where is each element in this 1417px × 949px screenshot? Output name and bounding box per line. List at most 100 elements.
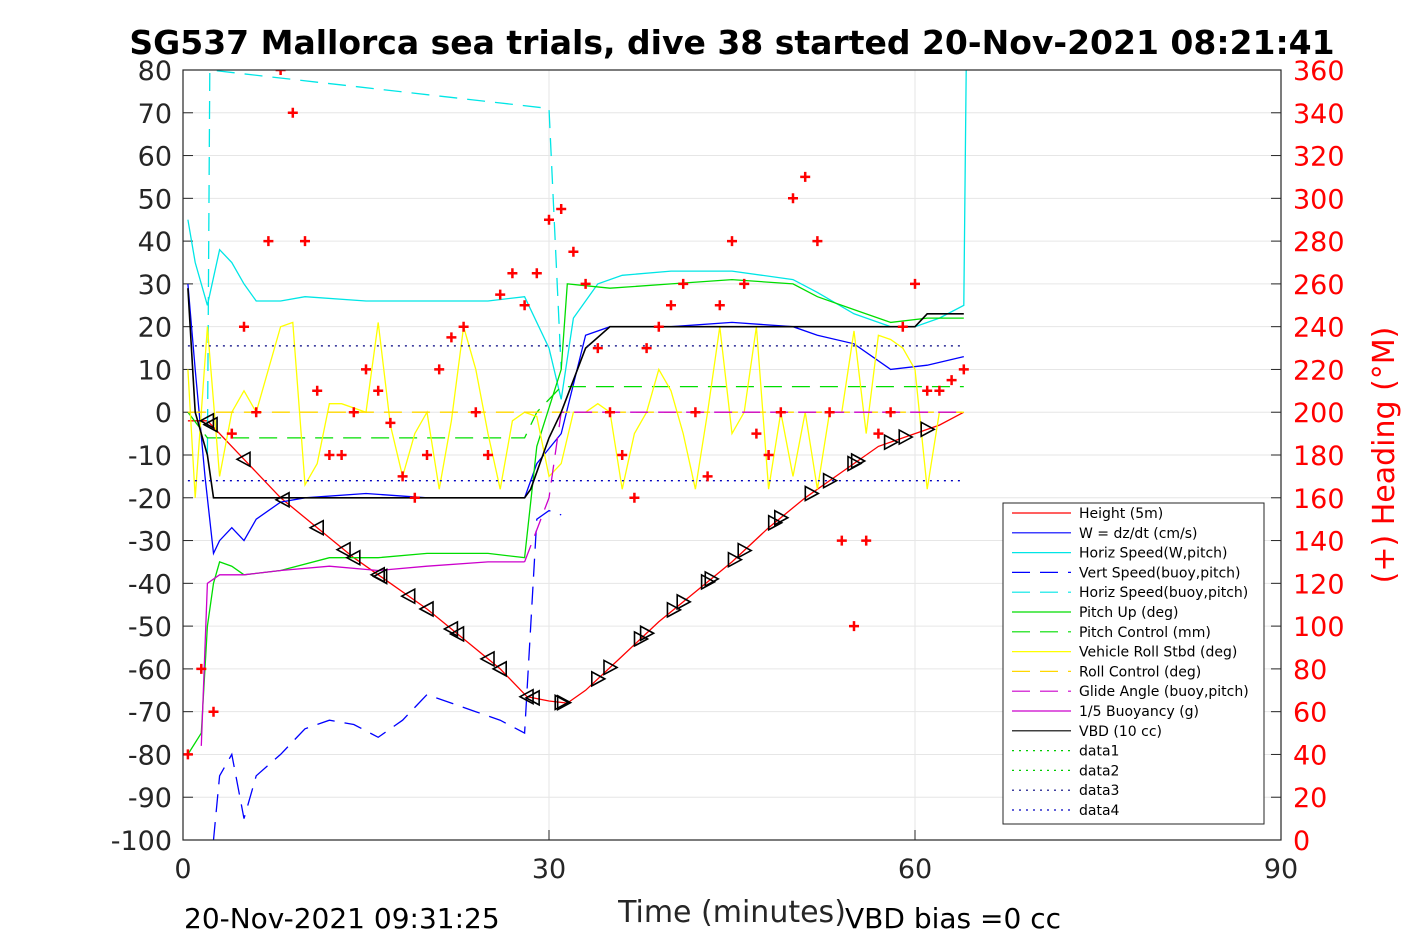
axis-ticks: 80706050403020100-10-20-30-40-50-60-70-8… <box>111 56 1345 885</box>
heading-point <box>788 193 798 204</box>
heading-point <box>714 300 725 311</box>
series-line-glide <box>523 411 964 563</box>
height-marker <box>639 624 656 642</box>
height-marker <box>335 541 351 559</box>
height-marker <box>591 670 607 688</box>
heading-point <box>275 70 286 75</box>
heading-point <box>519 300 530 311</box>
heading-point <box>861 535 872 546</box>
height-triangle-markers <box>198 412 936 712</box>
y-tick-label: -40 <box>128 569 172 600</box>
height-marker <box>448 625 465 643</box>
heading-point <box>446 332 457 343</box>
height-marker <box>898 428 914 446</box>
y-tick-label: -90 <box>128 783 172 814</box>
heading-point <box>556 204 567 214</box>
height-marker <box>850 452 867 470</box>
x-axis-label: Time (minutes) <box>617 895 846 930</box>
legend-box <box>1002 502 1265 825</box>
heading-point <box>422 450 432 460</box>
y-tick-label-right: 180 <box>1293 441 1345 472</box>
heading-point <box>568 246 579 257</box>
series-line-horiz_buoy <box>206 70 562 456</box>
legend-entry: data3 <box>1079 783 1119 799</box>
y-tick-label-right: 140 <box>1293 527 1345 558</box>
series-lines <box>187 70 967 840</box>
legend-entry: Horiz Speed(buoy,pitch) <box>1079 585 1248 601</box>
height-marker <box>442 620 459 638</box>
y-tick-label: 10 <box>138 355 172 386</box>
heading-point <box>263 236 274 247</box>
y-tick-label: -80 <box>128 740 172 771</box>
heading-point <box>458 321 469 332</box>
height-marker <box>371 568 388 585</box>
heading-point <box>751 428 762 439</box>
height-marker <box>700 573 717 591</box>
chart-title: SG537 Mallorca sea trials, dive 38 start… <box>129 23 1334 62</box>
heading-point <box>885 407 896 418</box>
heading-point <box>934 385 945 396</box>
y-tick-label-right: 280 <box>1293 227 1345 258</box>
y-tick-label: 50 <box>138 184 172 215</box>
y-tick-label-right: 160 <box>1293 484 1345 515</box>
heading-point <box>800 171 811 182</box>
y-tick-label-right: 340 <box>1293 99 1345 130</box>
y-tick-label: 60 <box>138 142 172 173</box>
y-tick-label-right: 0 <box>1293 826 1310 857</box>
legend-entry: Pitch Control (mm) <box>1079 625 1211 641</box>
x-tick-label: 60 <box>898 854 932 885</box>
heading-point <box>300 236 310 247</box>
height-marker <box>804 485 820 502</box>
y-tick-label: -30 <box>128 527 172 558</box>
heading-point <box>324 450 335 460</box>
y-tick-label-right: 260 <box>1293 270 1345 301</box>
heading-point <box>580 278 591 289</box>
x-tick-label: 30 <box>532 854 566 885</box>
series-line-vert_buoy <box>212 509 562 840</box>
y-tick-label: -60 <box>128 655 172 686</box>
y-tick-label-right: 300 <box>1293 184 1345 215</box>
height-marker <box>822 472 839 490</box>
legend-entry: Vehicle Roll Stbd (deg) <box>1079 645 1237 661</box>
footer-timestamp: 20-Nov-2021 09:31:25 <box>184 902 500 935</box>
heading-point <box>666 300 676 311</box>
heading-point <box>763 450 774 460</box>
y-tick-label: -20 <box>128 484 172 515</box>
heading-point <box>544 214 554 225</box>
footer-vbd-bias: VBD bias =0 cc <box>845 902 1061 935</box>
heading-point <box>348 407 359 418</box>
legend-entry: data1 <box>1079 744 1119 760</box>
heading-point <box>434 364 445 375</box>
heading-point <box>897 321 908 332</box>
height-marker <box>883 433 900 451</box>
y-tick-label: 70 <box>138 99 172 130</box>
height-marker <box>518 688 534 706</box>
heading-point <box>226 428 237 439</box>
height-marker <box>524 689 540 707</box>
height-marker <box>235 450 251 468</box>
y-tick-label-right: 360 <box>1293 56 1345 87</box>
y-tick-label: 30 <box>138 270 172 301</box>
series-line-pitch <box>187 278 964 755</box>
heading-point <box>910 278 920 289</box>
legend-entry: Height (5m) <box>1079 506 1163 522</box>
heading-point <box>183 749 193 760</box>
heading-point <box>727 236 737 247</box>
heading-point <box>922 385 933 396</box>
height-marker <box>274 491 290 509</box>
height-marker <box>727 551 744 569</box>
legend-entry: Vert Speed(buoy,pitch) <box>1079 565 1241 581</box>
height-marker <box>345 549 361 567</box>
heading-point <box>605 407 615 418</box>
height-marker <box>308 519 324 537</box>
y-tick-label-right: 40 <box>1293 740 1327 771</box>
height-marker <box>198 412 215 430</box>
height-marker <box>774 509 790 527</box>
series-line-horiz_w <box>187 70 967 400</box>
legend-entry: W = dz/dt (cm/s) <box>1079 526 1198 542</box>
y-tick-label: -70 <box>128 698 172 729</box>
heading-point <box>287 107 298 118</box>
heading-point <box>361 364 371 375</box>
heading-point <box>336 450 347 460</box>
